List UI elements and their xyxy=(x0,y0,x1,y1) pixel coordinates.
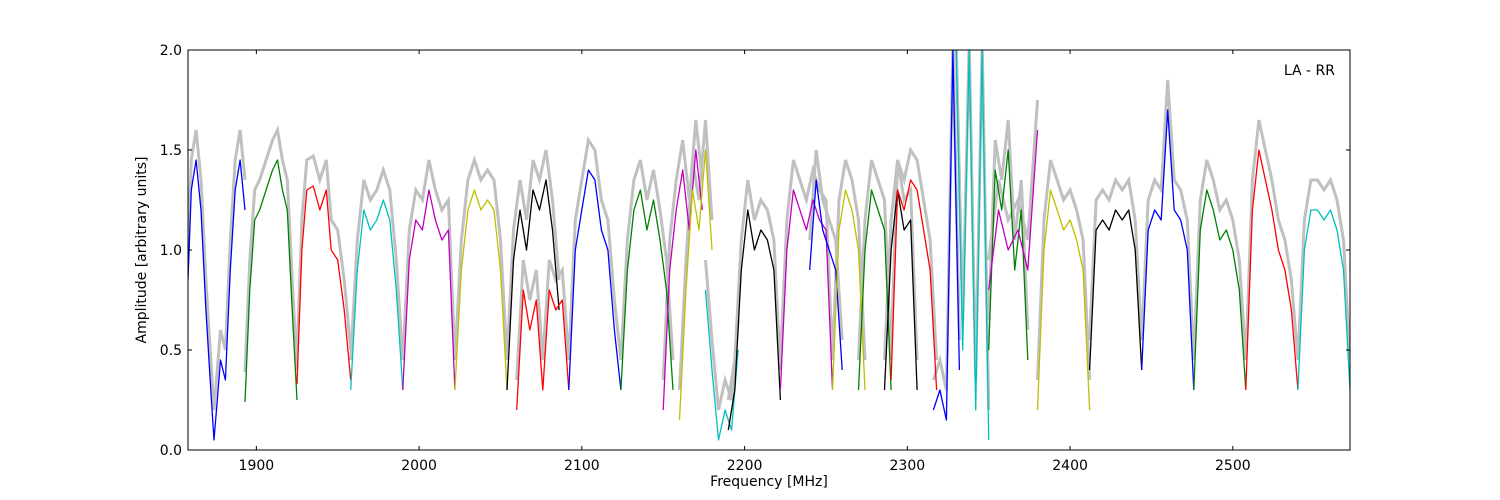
background-band-16 xyxy=(831,159,867,361)
background-band-22 xyxy=(987,119,1030,331)
x-tick-label: 2500 xyxy=(1215,458,1251,474)
series-line-21 xyxy=(955,50,990,441)
series-line-17 xyxy=(857,189,892,391)
y-tick-label: 0.5 xyxy=(160,343,182,359)
background-band-4 xyxy=(401,159,457,361)
background-band-24 xyxy=(1036,159,1092,381)
background-band-14 xyxy=(778,159,834,361)
series-line-22 xyxy=(988,149,1029,361)
series-line-9 xyxy=(620,189,674,391)
background-band-6 xyxy=(505,149,561,361)
series-line-29 xyxy=(1297,209,1350,391)
series-line-4 xyxy=(402,189,456,391)
series-line-24 xyxy=(1036,189,1091,411)
series-line-28 xyxy=(1245,149,1299,391)
y-tick-label: 2.0 xyxy=(160,43,182,59)
series-line-13 xyxy=(727,209,782,431)
background-band-12 xyxy=(704,259,740,411)
background-band-26 xyxy=(1140,79,1196,361)
series-line-27 xyxy=(1193,189,1247,391)
series-line-12 xyxy=(704,289,739,441)
y-tick-label: 1.0 xyxy=(160,243,182,259)
series-line-8 xyxy=(568,169,622,391)
background-band-17 xyxy=(857,159,893,361)
series-line-2 xyxy=(296,185,352,385)
series-layer xyxy=(188,50,1350,441)
series-line-3 xyxy=(350,199,404,391)
background-band-19 xyxy=(889,146,939,361)
ticks-layer: 1900 2000 2100 2200 2300 2400 2500 0.0 0.5 1.0 1.5… xyxy=(160,43,1350,474)
y-tick-label: 0.0 xyxy=(160,443,182,459)
x-tick-label: 2300 xyxy=(890,458,926,474)
background-band-8 xyxy=(567,135,623,361)
x-tick-label: 2200 xyxy=(727,458,763,474)
series-line-23 xyxy=(988,129,1039,291)
series-line-10 xyxy=(662,149,703,411)
series-line-7 xyxy=(516,289,570,411)
x-tick-label: 2100 xyxy=(564,458,600,474)
series-line-11 xyxy=(678,149,713,421)
x-tick-label: 2000 xyxy=(401,458,437,474)
series-line-1 xyxy=(244,159,298,403)
series-line-16 xyxy=(831,189,866,391)
background-band-27 xyxy=(1192,159,1248,361)
x-tick-label: 2400 xyxy=(1052,458,1088,474)
background-band-1 xyxy=(243,125,299,373)
series-line-0 xyxy=(188,159,246,441)
series-line-5 xyxy=(454,189,508,391)
series-line-6 xyxy=(506,179,560,391)
background-band-5 xyxy=(453,155,509,361)
series-line-19 xyxy=(890,179,938,391)
background-band-2 xyxy=(295,153,353,355)
background-band-29 xyxy=(1296,176,1350,361)
background-band-7 xyxy=(515,259,571,381)
annotation-label: LA - RR xyxy=(1284,63,1335,79)
series-line-14 xyxy=(779,189,834,391)
background-band-23 xyxy=(987,99,1039,261)
series-line-26 xyxy=(1141,109,1195,391)
background-band-25 xyxy=(1088,175,1144,341)
background-band-0 xyxy=(188,129,247,411)
x-tick-label: 1900 xyxy=(239,458,275,474)
y-tick-label: 1.5 xyxy=(160,143,182,159)
series-line-25 xyxy=(1088,209,1143,371)
background-band-13 xyxy=(726,179,782,401)
background-band-3 xyxy=(349,165,405,361)
y-axis-label: Amplitude [arbitrary units] xyxy=(134,157,150,344)
series-line-18 xyxy=(883,189,918,391)
background-band-28 xyxy=(1244,119,1300,361)
x-axis-label: Frequency [MHz] xyxy=(710,474,828,490)
background-band-11 xyxy=(678,119,714,391)
background-band-18 xyxy=(883,159,919,361)
background-band-9 xyxy=(619,159,675,361)
series-line-20 xyxy=(932,50,961,421)
background-band-10 xyxy=(661,119,704,381)
